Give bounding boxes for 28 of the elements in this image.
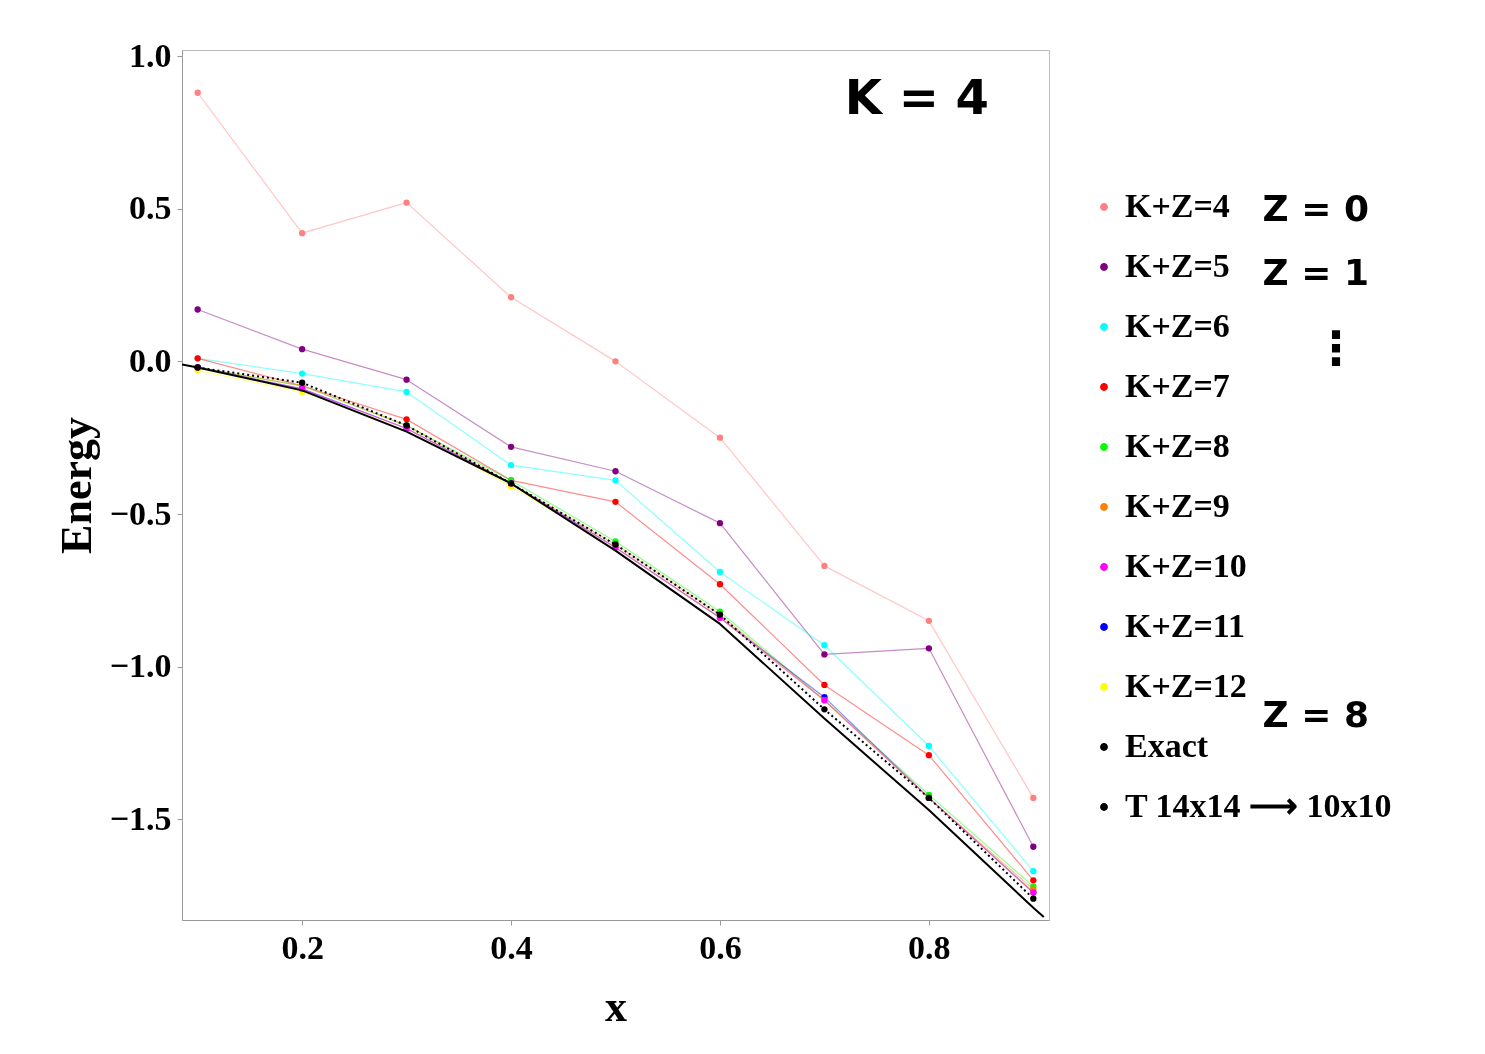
y-tick-label: 0.5 xyxy=(129,189,172,227)
annotation: K = 4 xyxy=(844,69,989,125)
legend-label: K+Z=5 xyxy=(1125,247,1230,284)
y-axis-title: Energy xyxy=(51,417,101,554)
legend-label: Exact xyxy=(1125,727,1209,764)
x-tick-label: 0.8 xyxy=(908,928,951,966)
legend-label: T 14x14 ⟶ 10x10 xyxy=(1125,787,1392,824)
y-tick-label: −1.0 xyxy=(109,647,172,685)
text: Z = 0 xyxy=(1262,188,1369,229)
legend-label: K+Z=8 xyxy=(1125,427,1230,464)
x-axis-title: x xyxy=(605,981,627,1031)
legend-label: K+Z=7 xyxy=(1125,367,1230,404)
legend-label: K+Z=10 xyxy=(1125,547,1247,584)
legend-label: K+Z=11 xyxy=(1125,607,1245,644)
y-tick-label: −0.5 xyxy=(109,494,172,532)
legend-label: K+Z=4 xyxy=(1125,187,1230,224)
text: ⋮ xyxy=(1313,321,1359,375)
x-tick-label: 0.2 xyxy=(281,928,324,966)
x-tick-label: 0.4 xyxy=(490,928,533,966)
legend-label: K+Z=6 xyxy=(1125,307,1230,344)
text: Z = 8 xyxy=(1262,694,1369,735)
legend-label: K+Z=9 xyxy=(1125,487,1230,524)
y-tick-label: −1.5 xyxy=(109,799,172,837)
x-tick-label: 0.6 xyxy=(699,928,742,966)
y-tick-label: 1.0 xyxy=(129,36,172,74)
legend-label: K+Z=12 xyxy=(1125,667,1247,704)
text: Z = 1 xyxy=(1262,252,1369,293)
y-tick-label: 0.0 xyxy=(129,341,172,379)
